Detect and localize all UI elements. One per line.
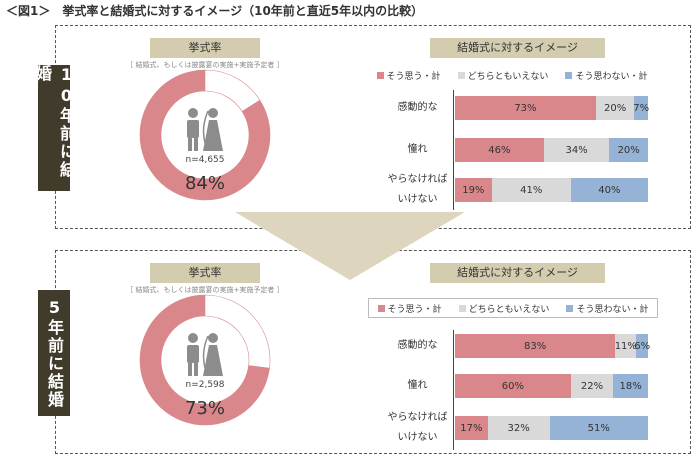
category-label: 感動的な: [397, 340, 438, 351]
axis-line: [453, 330, 454, 450]
legend-item: どちらともいえない: [458, 302, 550, 315]
icon-veil: [202, 335, 209, 369]
legend-label: そう思う・計: [386, 71, 441, 82]
axis-line: [453, 90, 454, 210]
bar-segment: 73%: [455, 96, 596, 120]
pie-title: 挙式率: [150, 38, 260, 58]
panel-label: 10年前に結婚: [33, 65, 76, 191]
bar-segment: 17%: [455, 416, 488, 440]
panel-label: 5年前に結婚: [38, 290, 70, 416]
pie-subtitle: ［ 結婚式、もしくは披露宴の実施+実施予定者 ］: [126, 61, 284, 69]
bar-segment: 11%: [615, 334, 637, 358]
bar-segment: 32%: [487, 416, 550, 440]
donut-slice: [139, 69, 271, 201]
donut-slice: [204, 69, 261, 112]
icon-head: [208, 108, 218, 118]
icon-head: [208, 333, 218, 343]
icon-head: [188, 108, 198, 118]
bar-segment: 51%: [549, 416, 648, 440]
bar-segment: 19%: [455, 178, 492, 202]
icon-leg: [188, 362, 192, 376]
legend-item: そう思う・計: [376, 69, 441, 82]
legend-swatch: [457, 71, 465, 79]
legend-swatch: [376, 71, 384, 79]
donut-slice: [204, 294, 271, 369]
legend-swatch: [566, 304, 574, 312]
couple-icon: [187, 333, 223, 376]
bar-segment: 20%: [609, 138, 648, 162]
bar-title: 結婚式に対するイメージ: [430, 38, 605, 58]
icon-dress: [203, 345, 223, 376]
icon-body: [187, 345, 199, 363]
donut: n=4,655 84%: [139, 69, 271, 201]
bar-segment: 6%: [634, 334, 650, 358]
bar-segment: 7%: [633, 96, 649, 120]
legend: そう思う・計 どちらともいえない そう思わない・計: [368, 298, 658, 318]
icon-leg: [194, 137, 198, 151]
bar-segment: 60%: [455, 374, 571, 398]
legend-swatch: [458, 304, 466, 312]
legend-item: そう思わない・計: [566, 302, 648, 315]
sample-size: n=4,655: [185, 155, 224, 165]
bar-segment: 83%: [455, 334, 616, 358]
bar-segment: 46%: [455, 138, 544, 162]
bar-segment: 34%: [543, 138, 610, 162]
bar-segment: 41%: [491, 178, 571, 202]
icon-leg: [188, 137, 192, 151]
legend-item: そう思う・計: [377, 302, 442, 315]
bar-segment: 22%: [570, 374, 614, 398]
bar-segment: 18%: [613, 374, 648, 398]
bar-segment: 20%: [595, 96, 635, 120]
arrow-shape: [235, 212, 465, 280]
icon-head: [188, 333, 198, 343]
donut: n=2,598 73%: [139, 294, 271, 426]
category-label: 憧れ: [407, 144, 428, 155]
legend-label: そう思う・計: [387, 304, 442, 315]
bar-title: 結婚式に対するイメージ: [430, 263, 605, 283]
icon-dress: [203, 120, 223, 151]
legend-label: そう思わない・計: [575, 71, 648, 82]
category-label: やらなければいけない: [387, 412, 448, 443]
pie-subtitle: ［ 結婚式、もしくは披露宴の実施+実施予定者 ］: [126, 286, 284, 294]
legend-label: どちらともいえない: [467, 71, 549, 82]
legend-label: そう思わない・計: [576, 304, 649, 315]
legend-swatch: [377, 304, 385, 312]
pie-title: 挙式率: [150, 263, 260, 283]
icon-veil: [202, 110, 209, 144]
legend-item: そう思わない・計: [565, 69, 647, 82]
category-label: 感動的な: [397, 102, 438, 113]
value-label: 73%: [185, 398, 225, 419]
couple-icon: [187, 108, 223, 151]
figure-title: ＜図1＞ 挙式率と結婚式に対するイメージ（10年前と直近5年以内の比較）: [6, 4, 424, 18]
legend-item: どちらともいえない: [457, 69, 549, 82]
bar-segment: 40%: [570, 178, 648, 202]
legend-label: どちらともいえない: [468, 304, 550, 315]
donut-slice: [139, 294, 270, 426]
category-label: やらなければいけない: [387, 174, 448, 205]
icon-leg: [194, 362, 198, 376]
icon-body: [187, 120, 199, 138]
legend-swatch: [565, 71, 573, 79]
value-label: 84%: [185, 173, 225, 194]
category-label: 憧れ: [407, 380, 428, 391]
legend: そう思う・計 どちらともいえない そう思わない・計: [368, 66, 656, 84]
sample-size: n=2,598: [185, 380, 224, 390]
